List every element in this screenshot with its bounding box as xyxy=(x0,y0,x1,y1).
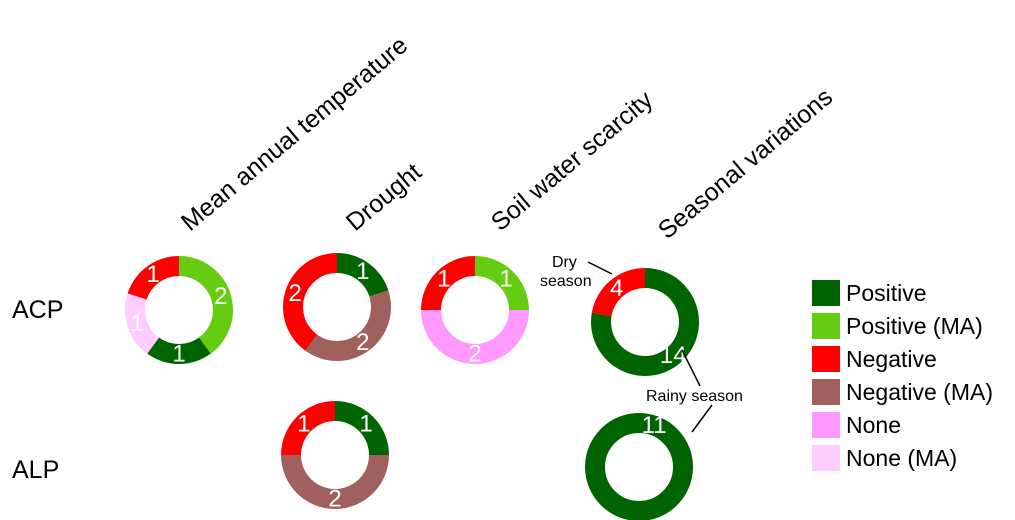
slice-negative xyxy=(282,253,337,351)
slice-label: 1 xyxy=(130,310,143,337)
legend-label-positive: Positive xyxy=(846,280,927,306)
slice-label: 11 xyxy=(642,412,667,439)
slice-positive xyxy=(335,401,389,455)
slice-positive-ma xyxy=(179,256,234,354)
donut-alp-seasonal-variations: 11 xyxy=(585,412,693,520)
donut-acp-seasonal-variations: 14 4 xyxy=(591,268,699,377)
slice-negative-ma xyxy=(305,290,391,362)
slice-label: 2 xyxy=(468,341,481,368)
slice-label: 1 xyxy=(499,265,512,292)
donut-acp-soil-water-scarcity: 1 2 1 xyxy=(421,256,529,368)
legend: Positive Positive (MA) Negative Negative (M… xyxy=(812,280,993,471)
annotation-rainy-leader-bottom xyxy=(691,404,713,433)
row-label-alp: ALP xyxy=(12,456,59,484)
slice-none xyxy=(421,310,529,364)
legend-swatch-none-ma xyxy=(812,445,840,471)
slice-label: 2 xyxy=(328,486,341,513)
legend-label-none: None xyxy=(846,412,901,438)
slice-none-ma xyxy=(125,293,160,354)
legend-label-negative: Negative xyxy=(846,346,937,372)
donut-alp-drought: 1 2 1 xyxy=(281,401,389,513)
slice-positive-ma xyxy=(475,256,529,310)
slice-label: 1 xyxy=(172,341,185,368)
legend-label-none-ma: None (MA) xyxy=(846,445,957,471)
slice-label: 1 xyxy=(356,258,369,285)
slice-negative xyxy=(127,256,179,300)
column-title-drought: Drought xyxy=(341,158,427,237)
slice-positive xyxy=(147,337,211,364)
slice-label: 4 xyxy=(610,275,623,302)
row-label-acp: ACP xyxy=(12,296,63,324)
annotation-rainy-season: Rainy season xyxy=(646,388,743,405)
donut-acp-drought: 1 2 2 xyxy=(282,253,391,362)
legend-label-positive-ma: Positive (MA) xyxy=(846,313,983,339)
slice-negative xyxy=(421,256,475,310)
column-title-seasonal-variations: Seasonal variations xyxy=(653,83,838,245)
slice-positive xyxy=(337,253,389,297)
slice-negative xyxy=(591,268,645,317)
slice-label: 1 xyxy=(297,410,310,437)
legend-swatch-negative xyxy=(812,346,840,372)
legend-swatch-negative-ma xyxy=(812,379,840,405)
slice-label: 2 xyxy=(356,329,369,356)
slice-label: 1 xyxy=(359,410,372,437)
annotation-dry-leader xyxy=(587,261,613,275)
annotation-dry-line2: season xyxy=(540,273,592,290)
slice-label: 14 xyxy=(660,342,687,369)
slice-positive xyxy=(591,268,699,377)
legend-swatch-positive-ma xyxy=(812,313,840,339)
slice-positive xyxy=(585,413,693,520)
slice-label: 2 xyxy=(288,280,301,307)
legend-swatch-positive xyxy=(812,280,840,306)
annotation-dry-line1: Dry xyxy=(552,254,577,271)
legend-swatch-none xyxy=(812,412,840,438)
slice-label: 2 xyxy=(214,283,227,310)
slice-label: 1 xyxy=(146,261,159,288)
column-title-soil-water-scarcity: Soil water scarcity xyxy=(486,85,659,236)
slice-negative xyxy=(281,401,335,455)
slice-label: 1 xyxy=(437,265,450,292)
legend-label-negative-ma: Negative (MA) xyxy=(846,379,993,405)
annotation-rainy-leader-top xyxy=(681,349,701,387)
slice-negative-ma xyxy=(281,455,389,509)
